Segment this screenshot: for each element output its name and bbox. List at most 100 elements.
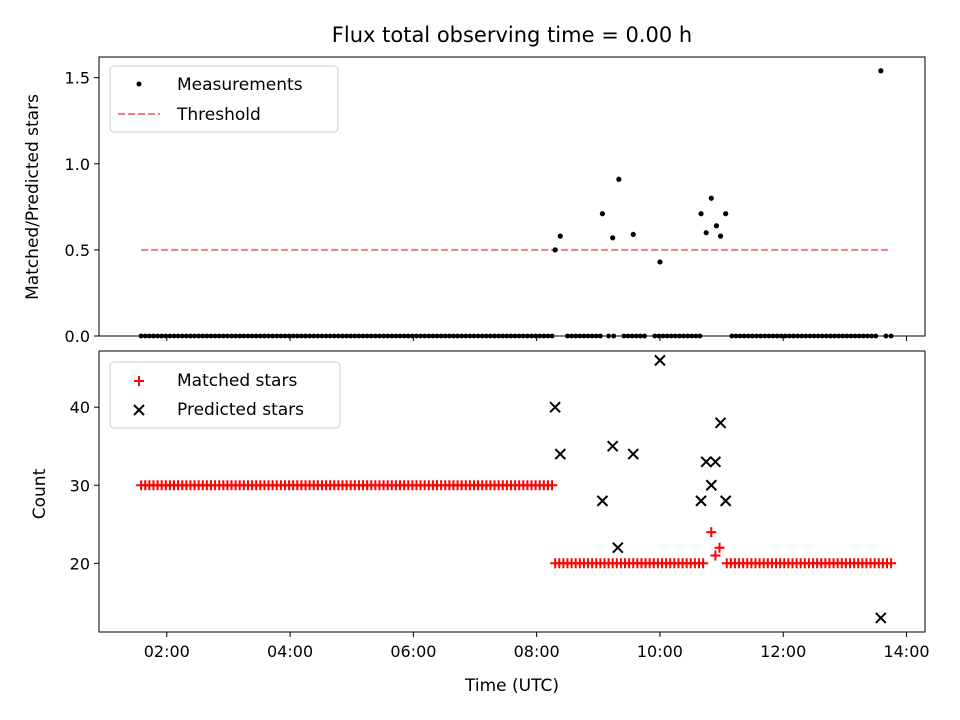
measurement-point — [266, 333, 271, 339]
measurement-point — [294, 333, 300, 339]
measurement-point — [741, 333, 747, 339]
measurement-point — [557, 233, 563, 239]
legend-predicted-label: Predicted stars — [177, 400, 304, 420]
measurement-point — [525, 333, 530, 339]
measurement-point — [151, 333, 156, 339]
matched-star-point — [710, 550, 721, 561]
measurement-point — [512, 333, 518, 339]
legend-matched-label: Matched stars — [177, 371, 297, 391]
measurement-point — [677, 333, 682, 339]
count-marks — [136, 354, 897, 624]
measurement-point — [344, 333, 349, 339]
measurement-point — [475, 333, 481, 339]
predicted-star-point — [612, 541, 624, 554]
measurement-point — [717, 233, 724, 239]
measurement-point — [569, 333, 574, 339]
measurement-point — [323, 333, 329, 339]
measurement-point — [282, 333, 288, 339]
measurement-point — [270, 333, 276, 339]
measurement-point — [660, 333, 666, 339]
measurement-point — [340, 333, 345, 339]
measurement-point — [274, 333, 280, 339]
measurement-point — [836, 333, 842, 339]
measurement-point — [865, 333, 870, 339]
measurement-point — [414, 333, 419, 339]
measurement-point — [192, 333, 197, 339]
measurement-point — [303, 333, 308, 339]
measurement-point — [467, 333, 473, 339]
measurement-point — [832, 333, 837, 339]
measurement-point — [762, 333, 768, 339]
measurement-point — [520, 333, 526, 339]
predicted-star-point — [719, 495, 732, 507]
predicted-star-point — [695, 495, 707, 507]
measurement-point — [500, 333, 506, 339]
measurement-point — [225, 333, 230, 339]
measurement-point — [873, 333, 879, 339]
measurement-point — [754, 333, 759, 339]
measurement-point — [745, 333, 751, 339]
measurement-point — [799, 333, 805, 339]
measurement-point — [155, 333, 160, 339]
measurement-point — [422, 333, 428, 339]
measurement-point — [430, 333, 436, 339]
measurement-point — [290, 333, 296, 339]
measurement-point — [208, 333, 214, 339]
count-xtick-label: 02:00 — [144, 642, 190, 661]
measurement-point — [434, 333, 440, 339]
measurement-point — [253, 333, 259, 339]
measurement-point — [766, 333, 772, 339]
measurement-point — [621, 333, 627, 339]
measurement-point — [819, 333, 825, 339]
measurement-point — [668, 333, 674, 339]
measurement-point — [689, 333, 695, 339]
measurement-point — [175, 333, 181, 339]
measurement-point — [352, 333, 358, 339]
count-x-ticks: 02:00 04:00 06:00 08:00 10:00 12:00 14:00 — [144, 632, 930, 661]
measurement-point — [529, 333, 534, 339]
measurement-point — [807, 333, 813, 339]
measurement-point — [533, 333, 539, 339]
measurement-point — [713, 223, 720, 229]
measurement-point — [377, 333, 382, 339]
measurement-point — [565, 333, 570, 339]
measurement-point — [585, 333, 591, 339]
measurement-point — [656, 333, 662, 339]
measurement-point — [828, 333, 833, 339]
predicted-star-point — [875, 612, 887, 624]
count-xtick-label: 04:00 — [267, 642, 313, 661]
measurement-point — [319, 333, 325, 339]
measurement-point — [229, 333, 234, 339]
measurement-point — [795, 333, 801, 339]
measurement-point — [782, 333, 788, 339]
measurement-point — [545, 333, 551, 339]
measurement-point — [360, 333, 366, 339]
measurement-point — [418, 333, 423, 339]
matched-star-point — [698, 558, 709, 569]
measurement-point — [733, 333, 739, 339]
measurement-point — [672, 333, 678, 339]
ratio-y-axis-label: Matched/Predicted stars — [23, 94, 43, 300]
matched-star-point — [886, 558, 897, 569]
count-xtick-label: 08:00 — [514, 642, 560, 661]
ratio-legend: Measurements Threshold — [109, 65, 339, 133]
measurement-point — [611, 333, 617, 339]
count-y-axis-label: Count — [30, 468, 50, 519]
predicted-star-point — [606, 440, 619, 452]
predicted-star-point — [554, 448, 566, 460]
measurement-point — [364, 333, 370, 339]
measurement-point — [597, 333, 603, 339]
count-legend-box — [109, 361, 341, 429]
measurement-point — [657, 259, 663, 265]
ratio-panel: 0.0 0.5 1.0 1.5 Matched/Predicted stars Mea… — [23, 56, 926, 346]
measurement-point — [327, 333, 333, 339]
measurement-point — [599, 211, 606, 217]
measurement-point — [737, 333, 743, 339]
measurement-point — [233, 333, 239, 339]
measurement-point — [159, 333, 165, 339]
measurement-point — [315, 333, 321, 339]
measurement-point — [606, 333, 611, 339]
matched-star-point — [714, 542, 725, 553]
measurement-point — [638, 333, 643, 339]
